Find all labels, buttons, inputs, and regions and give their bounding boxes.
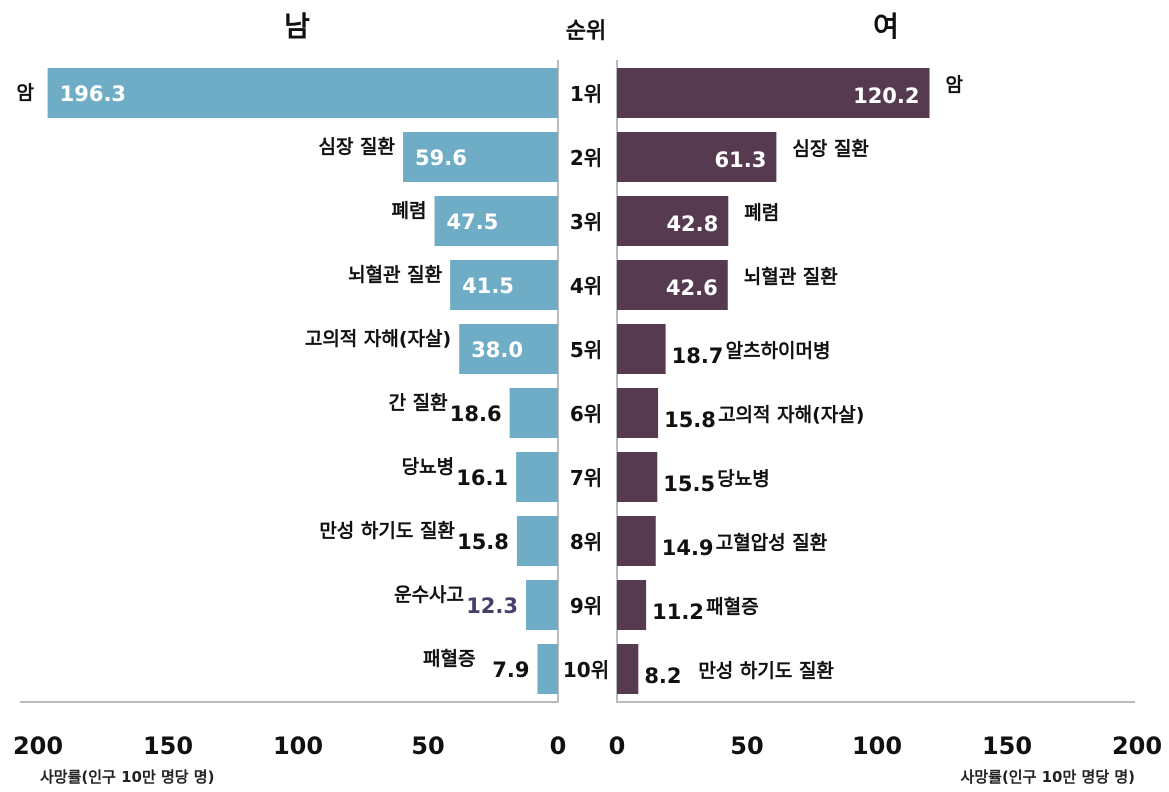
rank-label: 7위 — [570, 466, 602, 490]
bar-male — [537, 644, 558, 694]
value-label-female: 61.3 — [715, 148, 767, 172]
bar-female — [617, 452, 658, 502]
category-label-female: 고혈압성 질환 — [716, 531, 828, 554]
xlabel-right: 사망률(인구 10만 명당 명) — [961, 768, 1135, 786]
category-label-female: 심장 질환 — [792, 138, 869, 160]
value-label-male: 15.8 — [457, 530, 509, 554]
category-label-female: 패혈증 — [706, 595, 758, 618]
value-label-male: 59.6 — [415, 146, 467, 170]
category-label-female: 폐렴 — [744, 202, 779, 224]
bar-male — [434, 196, 558, 246]
value-label-male: 7.9 — [492, 658, 529, 682]
x-tick-left: 200 — [13, 732, 63, 760]
rank-label: 2위 — [570, 146, 602, 170]
category-label-male: 폐렴 — [392, 200, 427, 222]
value-label-female: 42.6 — [666, 276, 718, 300]
x-tick-right: 100 — [852, 732, 902, 760]
category-label-male: 뇌혈관 질환 — [348, 263, 443, 286]
bar-female — [617, 324, 666, 374]
bar-female — [617, 516, 656, 566]
category-label-female: 알츠하이머병 — [726, 340, 831, 362]
x-tick-left: 0 — [550, 732, 567, 760]
rank-label: 5위 — [570, 338, 602, 362]
rank-label: 1위 — [570, 82, 602, 106]
bar-female — [617, 388, 659, 438]
x-tick-right: 150 — [982, 732, 1032, 760]
category-label-female: 뇌혈관 질환 — [744, 265, 839, 288]
value-label-male: 12.3 — [466, 594, 518, 618]
value-label-female: 15.5 — [663, 472, 715, 496]
category-label-female: 고의적 자해(자살) — [718, 404, 864, 426]
value-label-female: 14.9 — [662, 536, 714, 560]
value-label-female: 18.7 — [672, 344, 724, 368]
category-label-female: 암 — [946, 74, 964, 96]
bar-male — [509, 388, 558, 438]
rank-label: 4위 — [570, 274, 602, 298]
rank-label: 6위 — [570, 402, 602, 426]
x-tick-right: 200 — [1112, 732, 1162, 760]
bar-male — [403, 132, 558, 182]
category-label-male: 만성 하기도 질환 — [319, 520, 455, 542]
category-label-female: 만성 하기도 질환 — [698, 660, 834, 682]
value-label-female: 42.8 — [666, 212, 718, 236]
bar-male — [516, 452, 558, 502]
category-label-male: 심장 질환 — [318, 136, 395, 158]
x-tick-left: 100 — [273, 732, 323, 760]
title-female: 여 — [873, 10, 899, 43]
x-tick-right: 50 — [730, 732, 763, 760]
category-label-male: 운수사고 — [394, 584, 464, 606]
category-label-female: 당뇨병 — [717, 468, 769, 490]
x-tick-left: 50 — [411, 732, 444, 760]
value-label-male: 38.0 — [471, 338, 523, 362]
rank-label: 3위 — [570, 210, 602, 234]
value-label-male: 47.5 — [447, 210, 499, 234]
bar-female — [617, 260, 728, 310]
bar-male — [516, 516, 558, 566]
x-tick-right: 0 — [609, 732, 626, 760]
value-label-female: 8.2 — [644, 664, 681, 688]
value-label-male: 41.5 — [462, 274, 514, 298]
category-label-male: 당뇨병 — [402, 456, 454, 478]
value-label-female: 15.8 — [664, 408, 716, 432]
category-label-male: 패혈증 — [423, 647, 475, 670]
title-male: 남 — [284, 10, 310, 43]
bar-male — [47, 68, 559, 118]
bar-female — [617, 580, 647, 630]
value-label-female: 120.2 — [853, 84, 919, 108]
value-label-female: 11.2 — [652, 600, 704, 624]
xlabel-left: 사망률(인구 10만 명당 명) — [40, 768, 214, 786]
rank-label: 9위 — [570, 594, 602, 618]
title-rank: 순위 — [566, 19, 606, 44]
rank-label: 8위 — [570, 530, 602, 554]
x-tick-left: 150 — [143, 732, 193, 760]
category-label-male: 암 — [17, 82, 35, 104]
rank-label: 10위 — [563, 658, 609, 682]
bar-female — [617, 644, 639, 694]
value-label-male: 16.1 — [456, 466, 508, 490]
bar-male — [459, 324, 558, 374]
category-label-male: 간 질환 — [389, 392, 449, 414]
bar-female — [617, 196, 729, 246]
value-label-male: 18.6 — [450, 402, 502, 426]
bar-female — [617, 68, 930, 118]
bar-female — [617, 132, 777, 182]
value-label-male: 196.3 — [60, 82, 126, 106]
bar-male — [450, 260, 558, 310]
category-label-male: 고의적 자해(자살) — [305, 328, 451, 350]
bar-male — [526, 580, 558, 630]
